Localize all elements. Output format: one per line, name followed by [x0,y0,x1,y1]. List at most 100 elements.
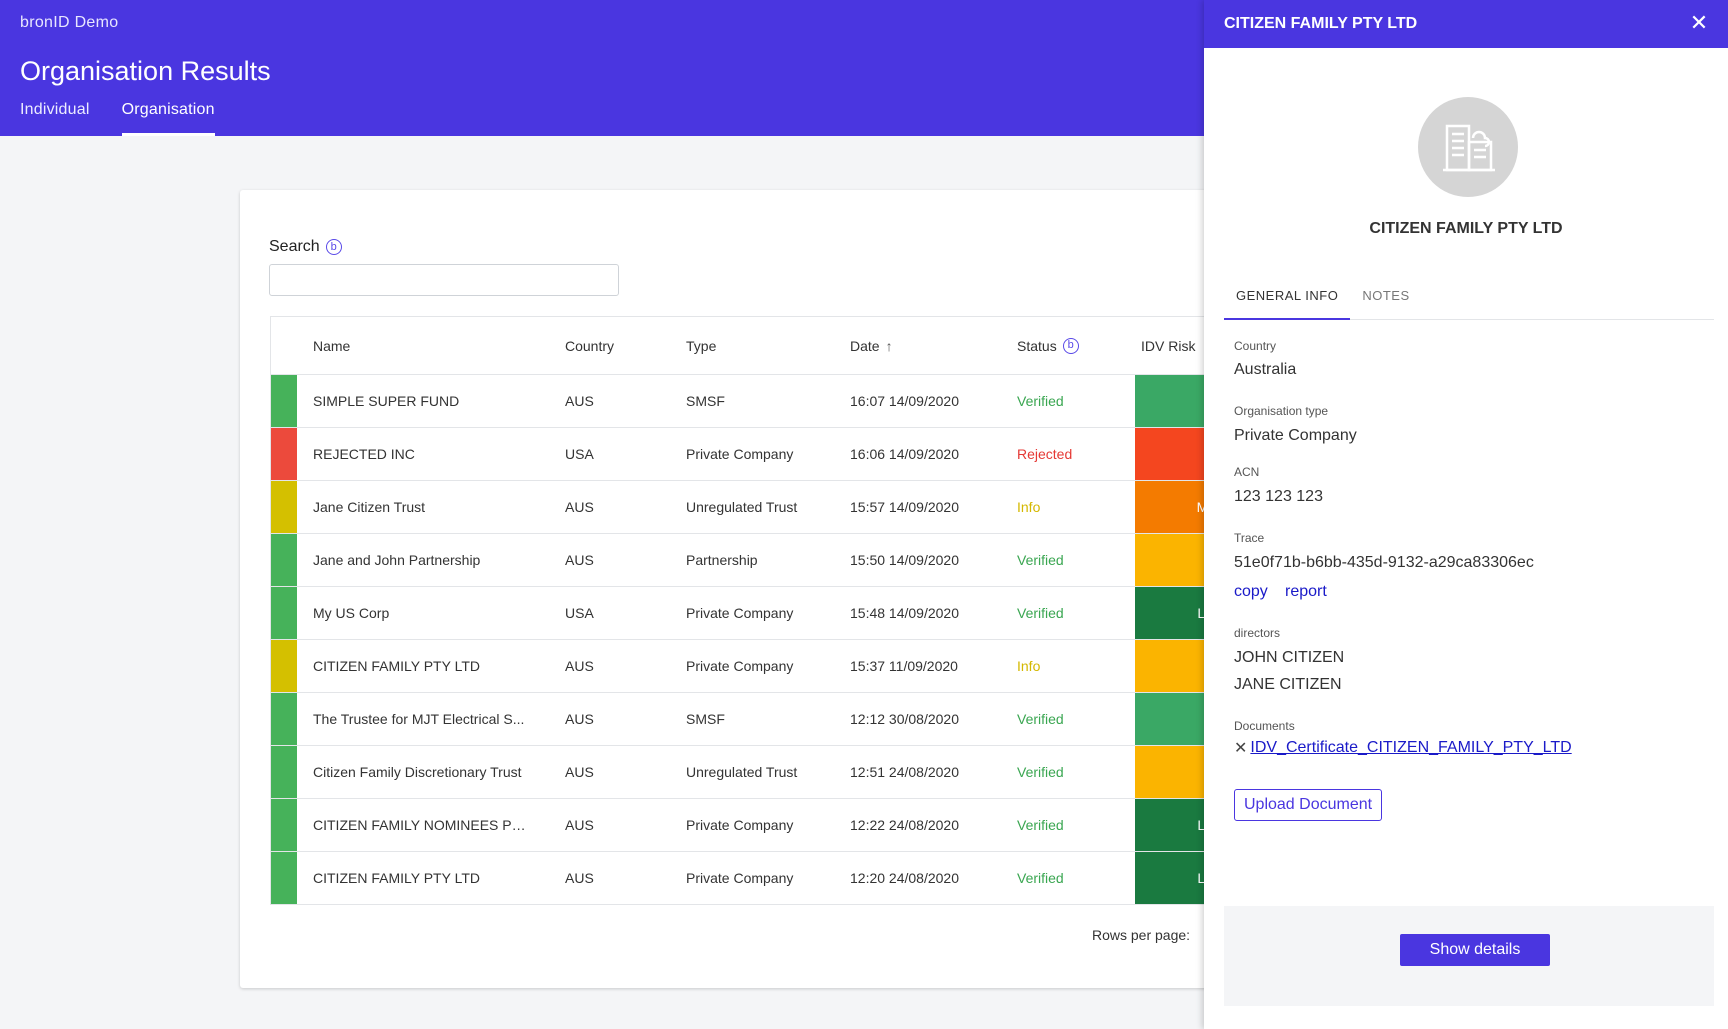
column-header-status-label: Status [1017,337,1057,354]
status-color-bar [271,799,297,851]
row-type: Private Company [686,446,794,462]
row-country: AUS [565,393,594,409]
acn-label: ACN [1234,465,1260,479]
row-name: REJECTED INC [313,446,415,462]
app-name: bronID Demo [20,14,119,31]
tab-notes[interactable]: NOTES [1362,288,1410,303]
row-status: Verified [1017,764,1064,780]
search-input[interactable] [269,264,619,296]
status-color-bar [271,746,297,798]
remove-document-icon[interactable]: ✕ [1234,740,1248,757]
report-link[interactable]: report [1285,583,1327,600]
document-item: ✕ IDV_Certificate_CITIZEN_FAMILY_PTY_LTD [1234,738,1572,758]
director-item: JANE CITIZEN [1234,676,1342,693]
row-date: 12:51 24/08/2020 [850,764,959,780]
row-status: Info [1017,658,1041,674]
row-type: Private Company [686,658,794,674]
row-name: CITIZEN FAMILY PTY LTD [313,870,480,886]
row-name: The Trustee for MJT Electrical S... [313,711,525,727]
row-date: 12:22 24/08/2020 [850,817,959,833]
row-country: AUS [565,817,594,833]
org-type-label: Organisation type [1234,404,1329,418]
row-country: AUS [565,711,594,727]
sort-arrow-up-icon: ↑ [885,337,893,354]
row-status: Rejected [1017,446,1073,462]
column-header-date[interactable]: Date ↑ [850,338,893,354]
copy-link[interactable]: copy [1234,583,1268,600]
table-row[interactable]: SIMPLE SUPER FUND AUS SMSF 16:07 14/09/2020… [271,375,1261,428]
row-status: Info [1017,499,1041,515]
table-row[interactable]: REJECTED INC USA Private Company 16:06 14/0… [271,428,1261,481]
row-status: Verified [1017,817,1064,833]
tab-organisation[interactable]: Organisation [121,101,215,136]
results-table: Name Country Type Date ↑ Status b IDV Ri… [270,316,1261,905]
table-header: Name Country Type Date ↑ Status b IDV Ri… [271,317,1260,375]
rows-per-page-label: Rows per page: [1092,927,1191,943]
table-body: SIMPLE SUPER FUND AUS SMSF 16:07 14/09/2020… [271,375,1261,905]
upload-document-button[interactable]: Upload Document [1234,789,1383,821]
table-row[interactable]: CITIZEN FAMILY PTY LTD AUS Private Company… [271,852,1261,905]
row-type: Unregulated Trust [686,499,798,515]
row-type: SMSF [686,393,725,409]
row-status: Verified [1017,393,1064,409]
show-details-button[interactable]: Show details [1400,934,1550,966]
row-country: USA [565,605,594,621]
row-date: 15:57 14/09/2020 [850,499,959,515]
table-row[interactable]: CITIZEN FAMILY NOMINEES PTY... AUS Private… [271,799,1261,852]
page-title: Organisation Results [20,56,271,86]
row-date: 16:06 14/09/2020 [850,446,959,462]
row-type: Partnership [686,552,758,568]
org-type-value: Private Company [1234,427,1357,444]
table-row[interactable]: CITIZEN FAMILY PTY LTD AUS Private Company… [271,640,1261,693]
status-color-bar [271,693,297,745]
column-header-idv-risk[interactable]: IDV Risk [1141,337,1196,354]
row-name: Jane Citizen Trust [313,499,426,515]
table-row[interactable]: My US Corp USA Private Company 15:48 14/09/… [271,587,1261,640]
table-row[interactable]: Jane Citizen Trust AUS Unregulated Trust 15… [271,481,1261,534]
panel-tabs: GENERAL INFO NOTES [1224,276,1714,320]
row-type: SMSF [686,711,725,727]
close-icon[interactable]: ✕ [1689,10,1709,35]
row-country: AUS [565,658,594,674]
row-country: USA [565,446,594,462]
search-label: Search b [269,238,342,256]
documents-label: Documents [1234,719,1295,733]
search-info-icon[interactable]: b [325,239,342,255]
tab-general-info[interactable]: GENERAL INFO [1224,276,1351,320]
row-date: 15:37 11/09/2020 [850,658,958,674]
row-name: My US Corp [313,605,390,621]
tab-individual[interactable]: Individual [20,101,90,118]
country-value: Australia [1234,361,1297,378]
row-country: AUS [565,552,594,568]
row-name: SIMPLE SUPER FUND [313,393,460,409]
status-color-bar [271,587,297,639]
row-name: CITIZEN FAMILY PTY LTD [313,658,480,674]
results-card: Search b Name Country Type Date ↑ Status… [240,190,1261,988]
status-color-bar [271,852,297,904]
row-type: Private Company [686,870,794,886]
row-status: Verified [1017,552,1064,568]
row-status: Verified [1017,605,1064,621]
status-color-bar [271,428,297,480]
row-date: 15:50 14/09/2020 [850,552,959,568]
row-country: AUS [565,870,594,886]
detail-panel: CITIZEN FAMILY PTY LTD ✕ CITIZEN FAMILY … [1204,0,1728,1029]
row-date: 12:12 30/08/2020 [850,711,959,727]
document-link[interactable]: IDV_Certificate_CITIZEN_FAMILY_PTY_LTD [1250,739,1572,756]
column-header-type[interactable]: Type [686,337,717,354]
status-color-bar [271,640,297,692]
row-date: 16:07 14/09/2020 [850,393,959,409]
table-row[interactable]: Citizen Family Discretionary Trust AUS Unr… [271,746,1261,799]
column-header-country[interactable]: Country [565,337,615,354]
table-row[interactable]: Jane and John Partnership AUS Partnership 1… [271,534,1261,587]
panel-title: CITIZEN FAMILY PTY LTD [1224,15,1418,32]
column-header-name[interactable]: Name [313,337,351,354]
status-color-bar [271,375,297,427]
row-date: 15:48 14/09/2020 [850,605,959,621]
status-info-icon[interactable]: b [1062,337,1079,354]
row-name: Citizen Family Discretionary Trust [313,764,522,780]
column-header-status[interactable]: Status b [1017,337,1079,354]
column-header-date-label: Date [850,337,880,354]
building-icon [1418,97,1518,197]
table-row[interactable]: The Trustee for MJT Electrical S... AUS SM… [271,693,1261,746]
